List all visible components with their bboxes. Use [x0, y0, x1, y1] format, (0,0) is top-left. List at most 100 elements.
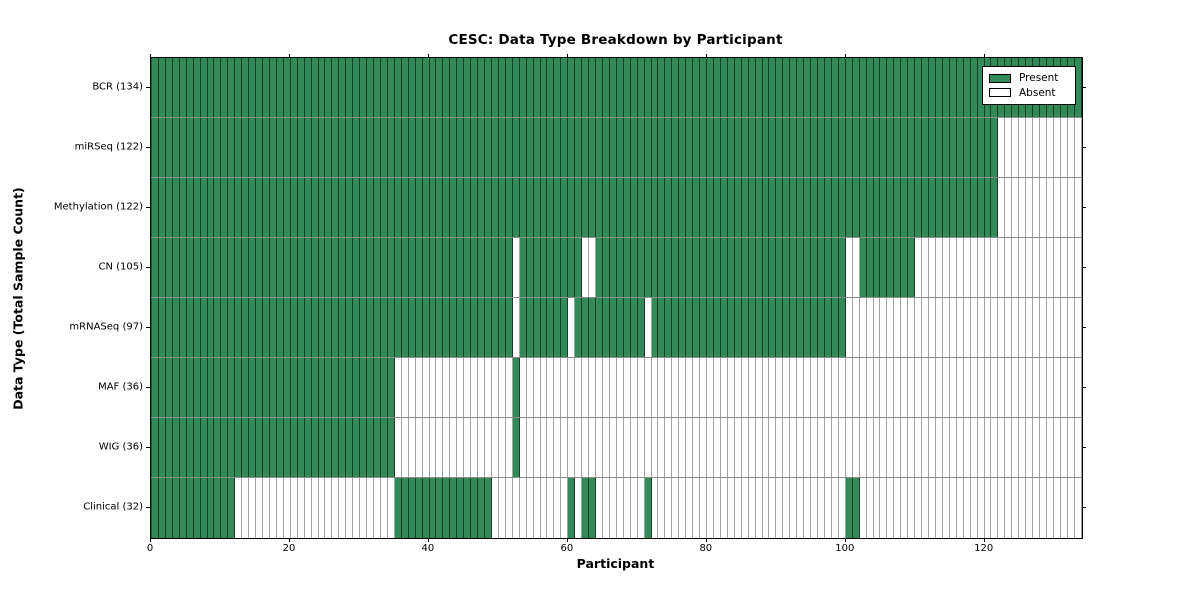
- grid-cell: [172, 178, 180, 237]
- grid-cell: [977, 118, 985, 177]
- grid-cell: [859, 58, 867, 117]
- y-tick-mark: [1082, 87, 1086, 88]
- grid-cell: [339, 478, 347, 538]
- grid-cell: [887, 298, 895, 357]
- grid-cell: [353, 478, 361, 538]
- x-tick-mark: [983, 538, 985, 542]
- grid-cell: [623, 118, 631, 177]
- grid-cell: [908, 118, 916, 177]
- grid-cell: [887, 478, 895, 538]
- grid-cell: [935, 418, 943, 477]
- grid-cell: [1060, 418, 1068, 477]
- grid-cell: [769, 58, 777, 117]
- grid-cell: [249, 58, 257, 117]
- grid-cell: [325, 118, 333, 177]
- grid-cell: [956, 478, 964, 538]
- grid-cell: [394, 178, 402, 237]
- grid-cell: [1026, 118, 1034, 177]
- grid-cell: [533, 298, 541, 357]
- grid-cell: [908, 418, 916, 477]
- grid-cell: [554, 298, 562, 357]
- grid-cell: [568, 358, 576, 417]
- grid-cell: [873, 178, 881, 237]
- grid-cell: [533, 58, 541, 117]
- grid-cell: [554, 418, 562, 477]
- grid-cell: [179, 418, 187, 477]
- grid-cell: [464, 478, 472, 538]
- grid-cell: [353, 358, 361, 417]
- grid-cell: [762, 238, 770, 297]
- grid-cell: [380, 478, 388, 538]
- grid-cell: [360, 178, 368, 237]
- grid-cell: [318, 118, 326, 177]
- grid-cell: [450, 358, 458, 417]
- grid-cell: [616, 118, 624, 177]
- grid-cell: [991, 178, 999, 237]
- grid-cell: [859, 118, 867, 177]
- grid-cell: [630, 478, 638, 538]
- grid-cell: [707, 238, 714, 297]
- legend-present-label: Present: [1019, 72, 1059, 84]
- grid-cell: [408, 118, 416, 177]
- grid-cell: [727, 58, 735, 117]
- grid-cell: [748, 178, 756, 237]
- grid-cell: [172, 418, 180, 477]
- grid-cell: [748, 478, 756, 538]
- grid-cell: [720, 358, 728, 417]
- grid-cell: [339, 178, 347, 237]
- grid-cell: [575, 178, 583, 237]
- grid-cell: [450, 238, 458, 297]
- grid-cell: [311, 298, 319, 357]
- grid-cell: [880, 58, 888, 117]
- grid-cell: [526, 238, 534, 297]
- grid-cell: [609, 418, 617, 477]
- grid-cell: [436, 418, 444, 477]
- grid-cell: [984, 118, 992, 177]
- grid-cell: [387, 178, 395, 237]
- grid-cell: [887, 178, 895, 237]
- grid-cell: [873, 238, 881, 297]
- grid-cell: [630, 418, 638, 477]
- grid-cell: [797, 58, 805, 117]
- grid-cell: [783, 298, 791, 357]
- grid-cell: [158, 418, 166, 477]
- grid-cell: [623, 298, 631, 357]
- grid-cell: [526, 58, 534, 117]
- grid-cell: [304, 298, 312, 357]
- grid-cell: [672, 178, 680, 237]
- grid-cell: [263, 58, 270, 117]
- grid-cell: [415, 178, 423, 237]
- grid-cell: [596, 118, 603, 177]
- grid-cell: [519, 418, 527, 477]
- grid-cell: [963, 238, 971, 297]
- grid-cell: [859, 178, 867, 237]
- grid-cell: [429, 118, 437, 177]
- grid-cell: [193, 118, 201, 177]
- grid-cell: [172, 358, 180, 417]
- grid-cell: [915, 238, 923, 297]
- grid-cell: [748, 298, 756, 357]
- grid-cell: [547, 418, 555, 477]
- grid-cell: [256, 58, 263, 117]
- grid-cell: [568, 478, 576, 538]
- data-row-Clinical: [151, 478, 1082, 538]
- grid-cell: [394, 418, 402, 477]
- grid-cell: [526, 178, 534, 237]
- grid-cell: [263, 178, 270, 237]
- legend-entry-absent: Absent: [989, 87, 1069, 99]
- grid-cell: [443, 178, 451, 237]
- grid-cell: [235, 298, 243, 357]
- grid-cell: [769, 118, 777, 177]
- grid-cell: [644, 58, 652, 117]
- grid-cell: [991, 298, 999, 357]
- grid-cell: [727, 298, 735, 357]
- grid-cell: [311, 358, 319, 417]
- x-tick-mark: [566, 54, 568, 57]
- grid-cell: [804, 178, 812, 237]
- x-axis-label: Participant: [576, 556, 655, 571]
- y-tick-mark: [1082, 387, 1086, 388]
- grid-cell: [894, 58, 902, 117]
- grid-cell: [776, 358, 784, 417]
- grid-cell: [283, 178, 291, 237]
- grid-cell: [1033, 418, 1040, 477]
